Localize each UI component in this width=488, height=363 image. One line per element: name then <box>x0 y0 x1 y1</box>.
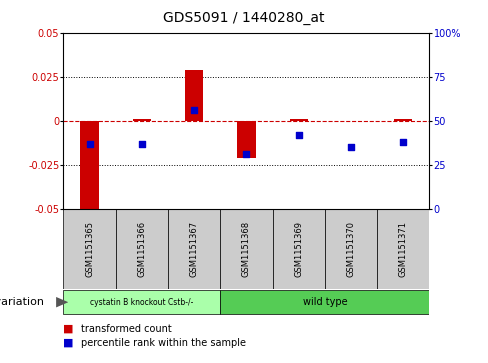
Bar <box>273 209 325 289</box>
Text: GSM1151370: GSM1151370 <box>346 221 356 277</box>
Text: GSM1151368: GSM1151368 <box>242 221 251 277</box>
Polygon shape <box>56 297 68 307</box>
Bar <box>220 209 273 289</box>
Point <box>347 144 355 150</box>
Text: wild type: wild type <box>303 297 347 307</box>
Bar <box>133 119 151 121</box>
Text: GSM1151366: GSM1151366 <box>137 221 146 277</box>
Point <box>190 107 198 113</box>
Text: ■: ■ <box>63 338 74 348</box>
Point <box>138 141 146 147</box>
Bar <box>237 121 256 158</box>
Text: ■: ■ <box>63 323 74 334</box>
Text: GSM1151365: GSM1151365 <box>85 221 94 277</box>
Bar <box>63 290 220 314</box>
Text: GSM1151367: GSM1151367 <box>190 221 199 277</box>
Bar <box>168 209 220 289</box>
Bar <box>394 119 412 121</box>
Bar <box>116 209 168 289</box>
Bar <box>377 209 429 289</box>
Bar <box>289 119 308 121</box>
Text: GSM1151371: GSM1151371 <box>399 221 408 277</box>
Bar <box>63 209 116 289</box>
Text: genotype/variation: genotype/variation <box>0 297 44 307</box>
Point <box>399 139 407 145</box>
Text: percentile rank within the sample: percentile rank within the sample <box>81 338 245 348</box>
Point <box>243 151 250 157</box>
Point <box>295 132 303 138</box>
Text: GDS5091 / 1440280_at: GDS5091 / 1440280_at <box>163 11 325 25</box>
Bar <box>325 209 377 289</box>
Bar <box>81 121 99 211</box>
Text: GSM1151369: GSM1151369 <box>294 221 303 277</box>
Text: cystatin B knockout Cstb-/-: cystatin B knockout Cstb-/- <box>90 298 194 307</box>
Bar <box>220 290 429 314</box>
Bar <box>185 70 203 121</box>
Text: transformed count: transformed count <box>81 323 171 334</box>
Point <box>86 141 94 147</box>
